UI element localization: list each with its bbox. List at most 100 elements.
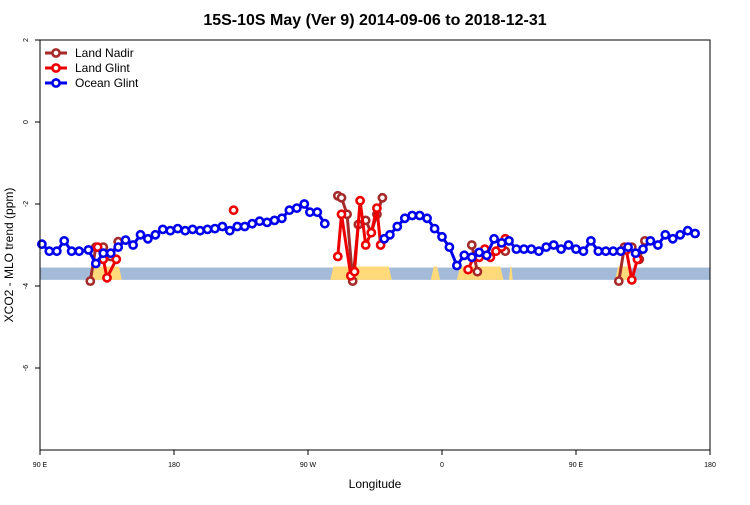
series-2-point-1-21 (533, 246, 544, 257)
series-2-point-0-15 (150, 229, 161, 240)
series-2-point-1-9 (444, 242, 455, 252)
series-2-point-0-1 (44, 246, 55, 257)
series-2-point-1-33 (623, 242, 633, 252)
series-2-point-0-29 (254, 216, 265, 227)
series-2-point-0-9 (105, 248, 116, 259)
series-2-point-1-24 (556, 244, 566, 254)
series-2-point-0-35 (299, 199, 310, 209)
series-0-point-0-0 (85, 276, 96, 286)
y-tick-label-1: 0 (23, 120, 30, 124)
series-0-point-1-1 (336, 192, 347, 203)
series-2-point-0-4 (66, 246, 77, 257)
series-1-point-2-4 (355, 195, 365, 206)
series-2-point-0-16 (157, 224, 168, 235)
series-2-point-1-34 (630, 248, 641, 259)
series-2-point-1-6 (422, 213, 432, 224)
series-2-point-0-2 (51, 246, 62, 257)
x-tick-label-1: 180 (168, 462, 180, 469)
series-2-point-1-14 (481, 250, 492, 261)
series-2-point-0-18 (172, 223, 183, 234)
series-2-point-1-28 (586, 235, 596, 246)
series-2-point-0-32 (276, 213, 287, 224)
series-2-point-0-11 (120, 235, 131, 245)
x-tick-label-3: 0 (440, 462, 444, 469)
legend-label-1: Land Glint (75, 61, 130, 75)
series-2-point-0-24 (217, 221, 228, 232)
legend-marker-0 (51, 48, 61, 58)
series-2-point-1-38 (660, 229, 671, 240)
series-2-point-0-20 (187, 224, 198, 235)
series-0-point-4-0 (613, 276, 624, 286)
series-1-point-2-7 (371, 203, 382, 213)
series-2-point-0-30 (262, 217, 272, 228)
series-2-point-1-40 (675, 229, 686, 240)
series-2-point-1-23 (548, 240, 559, 250)
land-segment-2 (430, 266, 441, 280)
plot-frame (39, 39, 711, 451)
series-1-point-2-1 (336, 209, 347, 220)
series-0-point-2-1 (472, 266, 483, 277)
series-2-point-1-7 (429, 223, 440, 234)
series-2-point-1-27 (578, 246, 589, 257)
series-1-point-2-5 (360, 240, 371, 250)
legend-label-2: Ocean Glint (75, 76, 139, 90)
x-tick-label-0: 90 E (33, 462, 48, 469)
series-2-point-0-0 (37, 239, 47, 250)
series-2-point-1-37 (653, 240, 663, 250)
series-2-point-0-21 (195, 225, 205, 236)
chart-title: 15S-10S May (Ver 9) 2014-09-06 to 2018-1… (203, 12, 546, 29)
y-tick-label-3: -4 (23, 283, 30, 289)
series-2-point-1-32 (615, 246, 626, 257)
series-2-point-1-22 (541, 242, 552, 252)
series-2-point-1-36 (645, 235, 656, 246)
series-2-point-1-18 (511, 244, 522, 254)
y-tick-label-0: 2 (23, 38, 30, 42)
y-tick-label-4: -6 (23, 365, 30, 371)
land-segment-1 (330, 266, 392, 280)
y-axis-label: XCO2 - MLO trend (ppm) (2, 188, 16, 323)
series-2-point-1-1 (384, 229, 395, 240)
series-2-point-0-13 (135, 229, 146, 240)
series-2-point-1-17 (504, 235, 514, 246)
series-2-point-1-11 (459, 250, 470, 261)
series-2-point-0-25 (224, 225, 235, 236)
x-axis-label: Longitude (349, 477, 402, 491)
series-2-point-0-38 (319, 218, 330, 229)
series-2-point-1-20 (526, 244, 537, 254)
series-2-point-0-7 (90, 258, 101, 269)
series-2-point-1-12 (466, 252, 477, 263)
series-2-point-0-5 (74, 246, 84, 257)
series-2-point-0-37 (312, 207, 323, 218)
series-2-point-1-10 (451, 260, 462, 271)
plot-area (37, 190, 710, 286)
series-2-point-1-4 (407, 210, 418, 221)
series-1-point-0-0 (92, 242, 103, 252)
series-1-point-2-3 (349, 266, 360, 277)
series-2-point-0-22 (202, 224, 213, 235)
series-2-point-1-2 (392, 221, 403, 232)
series-2-point-0-34 (291, 203, 302, 213)
series-1-point-2-0 (332, 251, 343, 262)
series-2-point-0-3 (59, 235, 70, 246)
legend-marker-1 (51, 63, 61, 73)
series-1-point-3-0 (463, 264, 473, 275)
series-2-point-1-15 (489, 233, 499, 244)
series-2-point-0-6 (83, 244, 94, 255)
series-2-point-1-29 (593, 246, 604, 257)
series-2-point-1-13 (474, 247, 485, 258)
series-1-point-0-2 (102, 272, 112, 283)
series-2-point-0-14 (142, 233, 153, 244)
series-2-point-1-16 (496, 237, 507, 248)
series-1-point-4-1 (626, 274, 637, 285)
land-segment-4 (509, 266, 513, 280)
legend-label-0: Land Nadir (75, 46, 134, 60)
series-2-point-0-10 (113, 242, 124, 252)
series-2-point-0-19 (180, 225, 191, 236)
y-tick-label-2: -2 (23, 201, 30, 207)
series-1-point-2-6 (366, 227, 377, 238)
series-2-point-0-12 (128, 240, 138, 250)
series-1-point-0-3 (111, 254, 122, 265)
